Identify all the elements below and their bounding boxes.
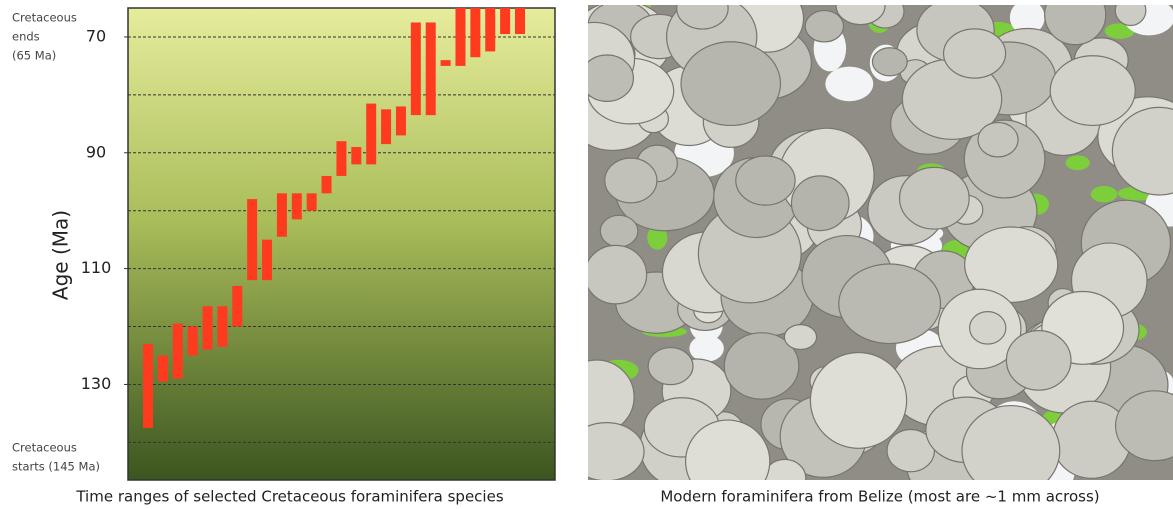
plot-area [127,7,556,481]
range-bar [351,146,362,165]
photo-grain [1114,390,1173,462]
range-bar [366,103,377,165]
photo-grain [969,311,1007,345]
photo-grain [898,166,970,230]
y-tick-label: 130 [81,374,112,393]
photo-grain [588,422,645,480]
photo-grain [804,9,845,43]
chart-caption: Time ranges of selected Cretaceous foram… [75,488,503,506]
photo-green [1104,23,1135,39]
range-bar [262,239,273,281]
range-bar [515,8,525,35]
photo-grain [647,346,694,386]
range-bar [440,60,451,66]
photo-grain [599,214,639,248]
photo-grain [871,47,908,77]
photo-grain [723,332,800,400]
y-axis-label: Age (Ma) [49,210,73,300]
photo-grain [964,226,1059,303]
range-bar [247,199,258,281]
photo-green [1090,185,1118,203]
photo-grain [835,5,886,26]
annotation: starts (145 Ma) [12,460,100,474]
range-bar [276,193,287,237]
photo-grain [1111,106,1173,196]
photo-grain [838,263,942,345]
range-bar [217,306,228,347]
photo-grain [809,351,908,449]
range-bar [157,355,168,382]
photo [588,5,1173,480]
photo-grain [1049,55,1136,127]
y-tick-label: 110 [81,258,112,277]
photo-green [1065,155,1090,171]
range-bar [321,175,332,194]
range-bar [187,326,198,356]
photo-white [825,66,874,102]
annotation: Cretaceous [12,11,77,25]
photo-grain [735,155,796,206]
range-bar [410,22,421,116]
photo-grain [790,175,850,232]
photo-grain [588,244,648,305]
range-bar [470,8,481,58]
photo-grain [680,41,782,127]
range-bar [455,8,466,66]
photo-white [1009,5,1045,35]
photo-grain [1044,5,1107,46]
range-bar [172,323,183,379]
photo-caption: Modern foraminifera from Belize (most ar… [660,488,1099,506]
photo-grain [961,405,1061,480]
range-bar [381,109,392,145]
annotation: Cretaceous [12,441,77,455]
range-bar [143,343,153,428]
range-bar [485,8,496,52]
photo-grain [1114,5,1147,27]
range-bar [232,285,243,327]
photo-grain [942,28,1007,79]
photo-grain [783,324,818,351]
y-tick-label: 70 [86,26,106,45]
photo-grain [588,54,634,102]
range-bar [395,106,406,136]
range-bar [202,306,213,350]
range-bar [425,22,436,116]
annotation: (65 Ma) [12,49,56,63]
y-tick-label: 90 [86,142,106,161]
photo-white [689,335,724,362]
photo-grain [588,359,635,435]
annotation: ends [12,30,40,44]
photo-grain [1005,330,1072,391]
photo-grain [676,5,729,30]
range-bar [291,193,302,220]
range-bar [500,8,511,35]
photo-grain [684,419,771,480]
photo-grain [977,121,1019,158]
photo-grain [604,157,658,204]
range-bar [306,193,317,211]
range-bar [336,141,347,176]
